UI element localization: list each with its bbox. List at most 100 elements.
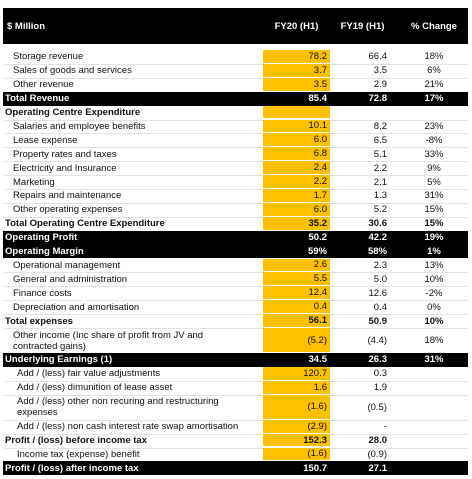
- row-value: 2.3: [330, 259, 395, 273]
- row-value-text: 31%: [424, 354, 444, 366]
- row-label-text: Salaries and employee benefits: [13, 120, 146, 132]
- row-value-text: 5%: [427, 176, 441, 188]
- header-cell-text: FY20 (H1): [274, 20, 319, 32]
- row-value-text: 0.4: [373, 301, 387, 313]
- row-value: 0.3: [330, 367, 395, 381]
- row-value: 6.0: [263, 202, 330, 217]
- row-value-text: 1.9: [373, 382, 387, 394]
- row-value: 31%: [400, 189, 468, 203]
- row-divider: [3, 314, 468, 316]
- row-label-text: Add / (less) other non recuring and rest…: [17, 396, 219, 419]
- row-value-text: 2.1: [373, 176, 387, 188]
- row-value-text: 19%: [424, 232, 444, 244]
- row-label-text: Sales of goods and services: [13, 65, 132, 77]
- row-value-text: 17%: [424, 93, 444, 105]
- row-value: 19%: [400, 230, 468, 245]
- row-label-text: Property rates and taxes: [13, 148, 117, 160]
- row-value: 1.3: [330, 189, 395, 203]
- row-label-text: Finance costs: [13, 287, 72, 299]
- row-value-text: 12.4: [308, 287, 328, 299]
- row-divider: [3, 419, 468, 421]
- row-value-text: 34.5: [308, 354, 328, 366]
- row-value-text: 1%: [427, 246, 441, 258]
- row-divider: [3, 300, 468, 302]
- row-value: 15%: [400, 217, 468, 231]
- row-value-text: 0.3: [373, 368, 387, 380]
- row-label: Salaries and employee benefits: [3, 120, 263, 134]
- row-value-text: 3.7: [313, 64, 327, 76]
- row-value-text: 56.1: [308, 315, 328, 327]
- row-value-text: 2.4: [313, 162, 327, 174]
- row-value: 1.6: [263, 380, 330, 395]
- row-value: 17%: [400, 91, 468, 106]
- row-value-text: 66.4: [368, 51, 388, 63]
- row-value-text: 120.7: [303, 367, 327, 379]
- row-value: -8%: [400, 133, 468, 147]
- row-divider: [3, 216, 468, 218]
- row-value: 2.1: [330, 175, 395, 189]
- row-value-text: 8.2: [373, 120, 387, 132]
- row-label: Other operating expenses: [3, 203, 263, 217]
- row-label-text: Add / (less) fair value adjustments: [17, 368, 161, 380]
- row-value-text: 5.5: [313, 273, 327, 285]
- row-value-text: 3.5: [313, 78, 327, 90]
- row-value-text: -2%: [425, 287, 443, 299]
- row-divider: [3, 77, 468, 79]
- row-value-text: 10%: [424, 273, 444, 285]
- row-label: Operating Centre Expenditure: [3, 106, 263, 120]
- row-label: Operational management: [3, 259, 263, 273]
- row-value-text: 30.6: [368, 218, 388, 230]
- row-label: Total Revenue: [3, 91, 263, 106]
- row-label: Operating Profit: [3, 230, 263, 245]
- row-value-text: 6.8: [313, 148, 327, 160]
- row-label-text: Repairs and maintenance: [13, 190, 122, 202]
- row-label: Other revenue: [3, 78, 263, 92]
- row-label-text: Marketing: [13, 176, 55, 188]
- row-value-text: 15%: [424, 218, 444, 230]
- row-label: Total Operating Centre Expenditure: [3, 217, 263, 231]
- row-value: 2.2: [330, 161, 395, 175]
- row-value: 6%: [400, 64, 468, 78]
- row-divider: [3, 175, 468, 177]
- row-divider: [3, 433, 468, 435]
- header-cell: FY19 (H1): [330, 8, 395, 44]
- row-value-text: 2.6: [313, 259, 327, 271]
- header-cell-text: FY19 (H1): [340, 20, 385, 32]
- row-value: 2.4: [263, 161, 330, 176]
- row-value-text: 23%: [424, 120, 444, 132]
- row-value: 10.1: [263, 119, 330, 134]
- row-label: Sales of goods and services: [3, 64, 263, 78]
- row-value: (1.6): [263, 447, 330, 462]
- row-value: 15%: [400, 203, 468, 217]
- row-divider: [3, 394, 468, 396]
- row-value-text: 2.2: [313, 176, 327, 188]
- row-value: 8.2: [330, 120, 395, 134]
- row-value-text: 6.5: [373, 134, 387, 146]
- row-value: 0%: [400, 300, 468, 314]
- row-value-text: 6.0: [313, 134, 327, 146]
- header-cell-text: % Change: [411, 20, 457, 32]
- row-label-text: Add / (less) dimunition of lease asset: [17, 382, 173, 394]
- row-value: 3.5: [263, 77, 330, 92]
- row-value-text: 78.2: [308, 50, 328, 62]
- row-label-text: Total Operating Centre Expenditure: [5, 218, 165, 230]
- row-value-text: 72.8: [368, 93, 388, 105]
- row-value: 3.7: [263, 63, 330, 78]
- row-divider: [3, 286, 468, 288]
- row-value-text: 5.0: [373, 273, 387, 285]
- row-divider: [3, 189, 468, 190]
- row-value: 30.6: [330, 217, 395, 231]
- row-value: (2.9): [263, 419, 330, 434]
- row-label: Income tax (expense) benefit: [3, 448, 263, 462]
- row-value-text: 0.4: [313, 301, 327, 313]
- row-label: Depreciation and amortisation: [3, 300, 263, 314]
- row-label: Storage revenue: [3, 50, 263, 64]
- row-value: 58%: [330, 244, 395, 259]
- row-value: 10%: [400, 314, 468, 328]
- row-label-text: Operating Profit: [5, 232, 78, 244]
- row-value-text: 18%: [424, 51, 444, 63]
- row-divider: [3, 161, 468, 163]
- row-divider: [3, 202, 468, 204]
- row-value: 85.4: [263, 91, 330, 106]
